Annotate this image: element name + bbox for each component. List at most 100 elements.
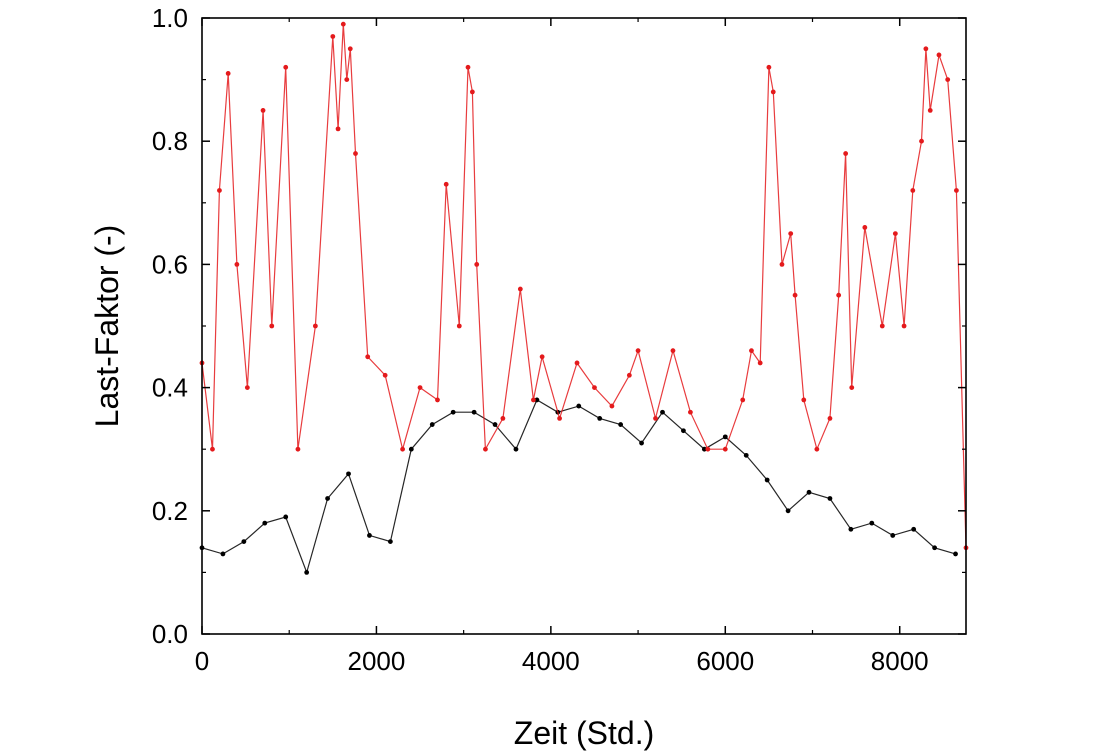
series-1-point	[814, 446, 820, 452]
series-1-point	[435, 397, 440, 403]
series-0-point	[450, 409, 456, 415]
series-0-point	[262, 520, 268, 526]
series-1-point	[234, 262, 240, 267]
y-tick-label: 0.8	[152, 126, 188, 156]
series-1-point	[340, 21, 346, 27]
series-1-point	[879, 323, 885, 329]
series-0-point	[722, 434, 728, 440]
series-1-point	[626, 372, 632, 378]
x-tick-label: 6000	[696, 646, 754, 676]
series-0-point	[701, 446, 707, 452]
series-0-point	[471, 409, 477, 415]
series-1-point	[283, 64, 289, 70]
series-1-point	[945, 77, 951, 82]
series-0-point	[764, 477, 770, 483]
series-0-point	[639, 440, 644, 446]
series-0-point	[429, 422, 435, 427]
series-0-point	[911, 526, 917, 532]
series-1-point	[901, 323, 907, 329]
series-1-point	[635, 348, 641, 354]
series-1-point	[474, 262, 480, 267]
series-1-point	[788, 231, 794, 237]
series-0-point	[513, 446, 519, 452]
series-1-point	[260, 108, 266, 113]
series-1-point	[892, 231, 898, 237]
x-tick-label: 4000	[522, 646, 580, 676]
series-1-point	[757, 360, 763, 366]
x-axis-title: Zeit (Std.)	[514, 715, 654, 751]
series-0-point	[597, 416, 603, 421]
series-0-point	[346, 471, 351, 477]
series-1-point	[923, 46, 929, 52]
series-1-point	[910, 188, 916, 193]
series-1-point	[344, 77, 350, 82]
series-1-point	[353, 151, 358, 156]
series-0-point	[743, 452, 749, 458]
series-1-point	[792, 292, 798, 298]
x-tick-label: 8000	[871, 646, 929, 676]
series-1-point	[443, 181, 449, 187]
series-1-point	[483, 446, 488, 452]
series-layer	[199, 21, 969, 575]
y-tick-label: 0.2	[152, 496, 188, 526]
series-0-point	[932, 545, 938, 551]
series-0-point	[367, 533, 372, 538]
y-axis-title: Last-Faktor (-)	[89, 225, 125, 428]
series-0-point	[387, 539, 393, 544]
series-0-point	[576, 403, 582, 409]
series-1-point	[465, 64, 471, 70]
series-1-point	[705, 446, 711, 452]
series-0-point	[890, 533, 896, 538]
y-tick-label: 0.4	[152, 373, 188, 403]
series-1-point	[827, 416, 833, 421]
series-1-point	[740, 397, 746, 403]
series-1-point	[400, 446, 405, 452]
y-tick-label: 0.0	[152, 619, 188, 649]
series-0-line	[201, 399, 956, 575]
series-1-point	[225, 71, 231, 76]
series-1-point	[670, 348, 676, 354]
series-1-point	[557, 416, 562, 421]
series-1-point	[919, 138, 924, 144]
series-1-point	[417, 385, 423, 390]
series-0-point	[325, 496, 330, 501]
series-1-point	[927, 108, 933, 113]
series-0-point	[806, 489, 812, 495]
series-1-point	[653, 416, 658, 421]
series-1-point	[592, 385, 597, 390]
series-0-point	[534, 397, 540, 403]
x-tick-label: 2000	[348, 646, 406, 676]
series-0-point	[827, 496, 833, 501]
series-1-point	[954, 188, 959, 193]
series-1-point	[269, 323, 275, 329]
series-1-point	[779, 262, 785, 267]
series-1-point	[609, 403, 615, 409]
series-1-point	[749, 348, 754, 354]
series-0-point	[241, 539, 247, 544]
series-1-point	[312, 323, 318, 329]
series-0-point	[283, 514, 289, 520]
series-1-point	[456, 323, 462, 329]
series-1	[199, 21, 969, 551]
series-0-point	[681, 428, 686, 434]
series-1-point	[365, 354, 371, 360]
y-tick-label: 1.0	[152, 3, 188, 33]
series-1-point	[862, 225, 868, 230]
series-1-point	[517, 286, 523, 292]
series-1-point	[766, 64, 772, 70]
series-1-point	[347, 46, 353, 52]
series-1-point	[539, 354, 545, 360]
series-1-point	[936, 52, 942, 58]
series-1-line	[201, 24, 967, 548]
series-0-point	[660, 409, 665, 415]
series-0-point	[953, 551, 958, 557]
series-0-point	[618, 422, 624, 427]
series-1-point	[801, 397, 807, 403]
series-1-point	[688, 409, 693, 415]
series-1-point	[382, 372, 388, 378]
y-tick-label: 0.6	[152, 249, 188, 279]
x-tick-label: 0	[195, 646, 209, 676]
series-1-point	[210, 446, 215, 452]
series-0-point	[408, 446, 414, 452]
